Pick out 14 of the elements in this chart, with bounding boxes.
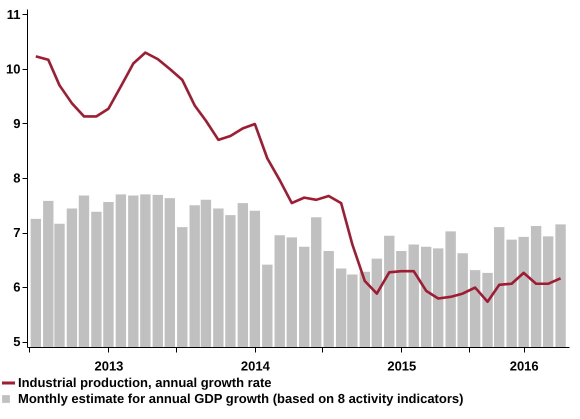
legend-label: Monthly estimate for annual GDP growth (based on 8 activity indicators) bbox=[18, 391, 464, 406]
y-tick-label: 11 bbox=[6, 6, 20, 22]
x-tick-label: 2015 bbox=[387, 358, 416, 374]
y-tick-label: 8 bbox=[13, 170, 20, 186]
line-series bbox=[34, 51, 562, 304]
y-tick-label: 10 bbox=[6, 61, 20, 76]
x-tick-label: 2014 bbox=[240, 358, 271, 374]
y-tick-label: 9 bbox=[13, 116, 20, 131]
y-tick-label: 5 bbox=[13, 334, 20, 350]
x-tick-label: 2013 bbox=[94, 358, 124, 374]
legend-label: Industrial production, annual growth rate bbox=[18, 375, 272, 390]
x-tick-label: 2016 bbox=[510, 358, 539, 374]
y-tick-label: 7 bbox=[13, 225, 20, 240]
y-tick-label: 6 bbox=[13, 280, 20, 295]
